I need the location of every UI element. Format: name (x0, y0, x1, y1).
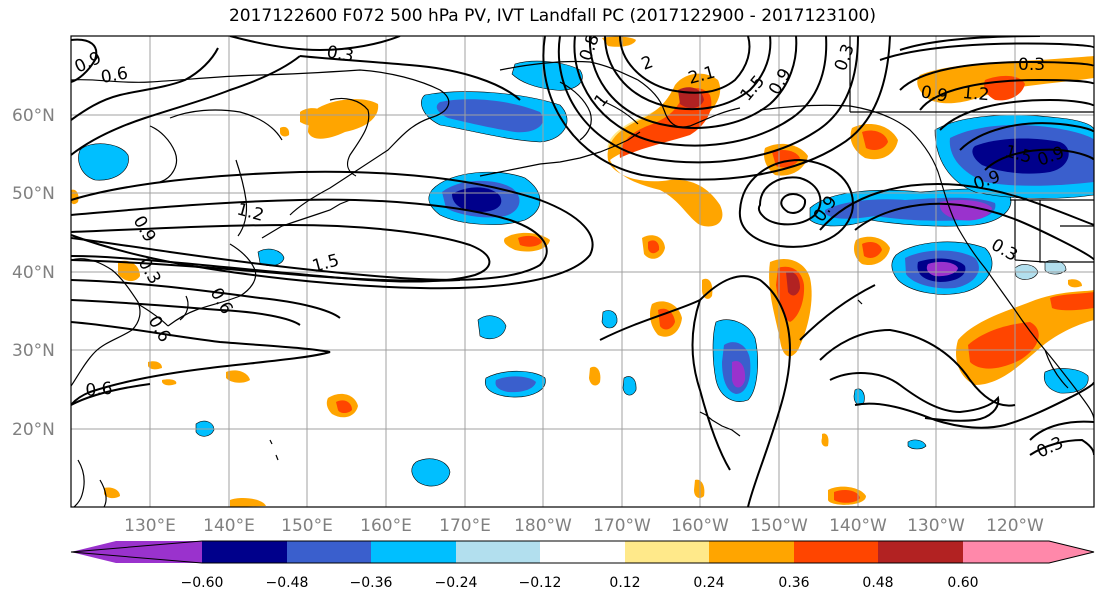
contour-label: 0.9 (919, 82, 949, 106)
lon-label: 120°W (986, 516, 1044, 536)
lat-label-60n: 60°N (12, 106, 55, 126)
colorbar-swatch (456, 541, 540, 563)
map-title: 2017122600 F072 500 hPa PV, IVT Landfall… (228, 6, 876, 26)
colorbar-tick-label: −0.60 (181, 575, 224, 591)
colorbar-tick-label: −0.48 (266, 575, 309, 591)
colorbar-tick-label: 0.36 (778, 575, 809, 591)
lon-label: 180°W (514, 516, 572, 536)
contour-label: 0.3 (325, 42, 355, 66)
lon-label: 160°E (360, 516, 412, 536)
colorbar-swatch (371, 541, 456, 563)
positive-shading (71, 36, 1094, 507)
lat-label-40n: 40°N (12, 263, 55, 283)
colorbar-swatch (709, 541, 794, 563)
lat-label-50n: 50°N (12, 184, 55, 204)
lon-label: 150°E (281, 516, 333, 536)
colorbar: −0.60 −0.48 −0.36 −0.24 −0.12 0.12 0.24 … (70, 540, 1095, 591)
contour-labels: 0.9 0.6 0.3 0.8 2 1 2.1 1.5 0.9 0.3 0.9 … (72, 36, 1067, 463)
lat-label-30n: 30°N (12, 341, 55, 361)
colorbar-swatch (71, 541, 202, 563)
longitude-labels: 130°E 140°E 150°E 160°E 170°E 180°W 170°… (124, 516, 1044, 536)
lon-label: 170°W (593, 516, 651, 536)
colorbar-outline (70, 540, 1095, 564)
colorbar-swatch (540, 541, 625, 563)
colorbar-tick-label: 0.24 (693, 575, 724, 591)
latitude-labels: 60°N 50°N 40°N 30°N 20°N (12, 106, 55, 440)
lon-label: 150°W (750, 516, 808, 536)
colorbar-tick-label: −0.24 (435, 575, 478, 591)
lon-label: 160°W (671, 516, 729, 536)
map-content: 0.9 0.6 0.3 0.8 2 1 2.1 1.5 0.9 0.3 0.9 … (71, 36, 1094, 507)
colorbar-ticks: −0.60 −0.48 −0.36 −0.24 −0.12 0.12 0.24 … (181, 575, 979, 591)
lon-label: 170°E (439, 516, 491, 536)
colorbar-swatch (878, 541, 963, 563)
colorbar-tick-label: 0.48 (862, 575, 893, 591)
contour-label: 0.3 (1018, 55, 1045, 75)
colorbar-tick-label: −0.12 (519, 575, 562, 591)
contour-label: 1.2 (962, 83, 991, 105)
lon-label: 130°E (124, 516, 176, 536)
colorbar-tick-label: −0.36 (350, 575, 393, 591)
pv-contours (71, 36, 1094, 507)
colorbar-swatches (70, 540, 1095, 564)
colorbar-swatch (963, 541, 1094, 563)
colorbar-swatch (202, 541, 287, 563)
lon-label: 130°W (907, 516, 965, 536)
colorbar-swatch (287, 541, 371, 563)
graticule (71, 36, 1094, 507)
lon-label: 140°W (829, 516, 887, 536)
lon-label: 140°E (203, 516, 255, 536)
colorbar-swatch (794, 541, 878, 563)
contour-label: 0.6 (85, 379, 114, 401)
colorbar-tick-label: 0.60 (947, 575, 978, 591)
colorbar-swatch (625, 541, 709, 563)
map-frame (70, 35, 1095, 508)
colorbar-tick-label: 0.12 (609, 575, 640, 591)
lat-label-20n: 20°N (12, 420, 55, 440)
contour-label: 0.6 (99, 64, 129, 88)
